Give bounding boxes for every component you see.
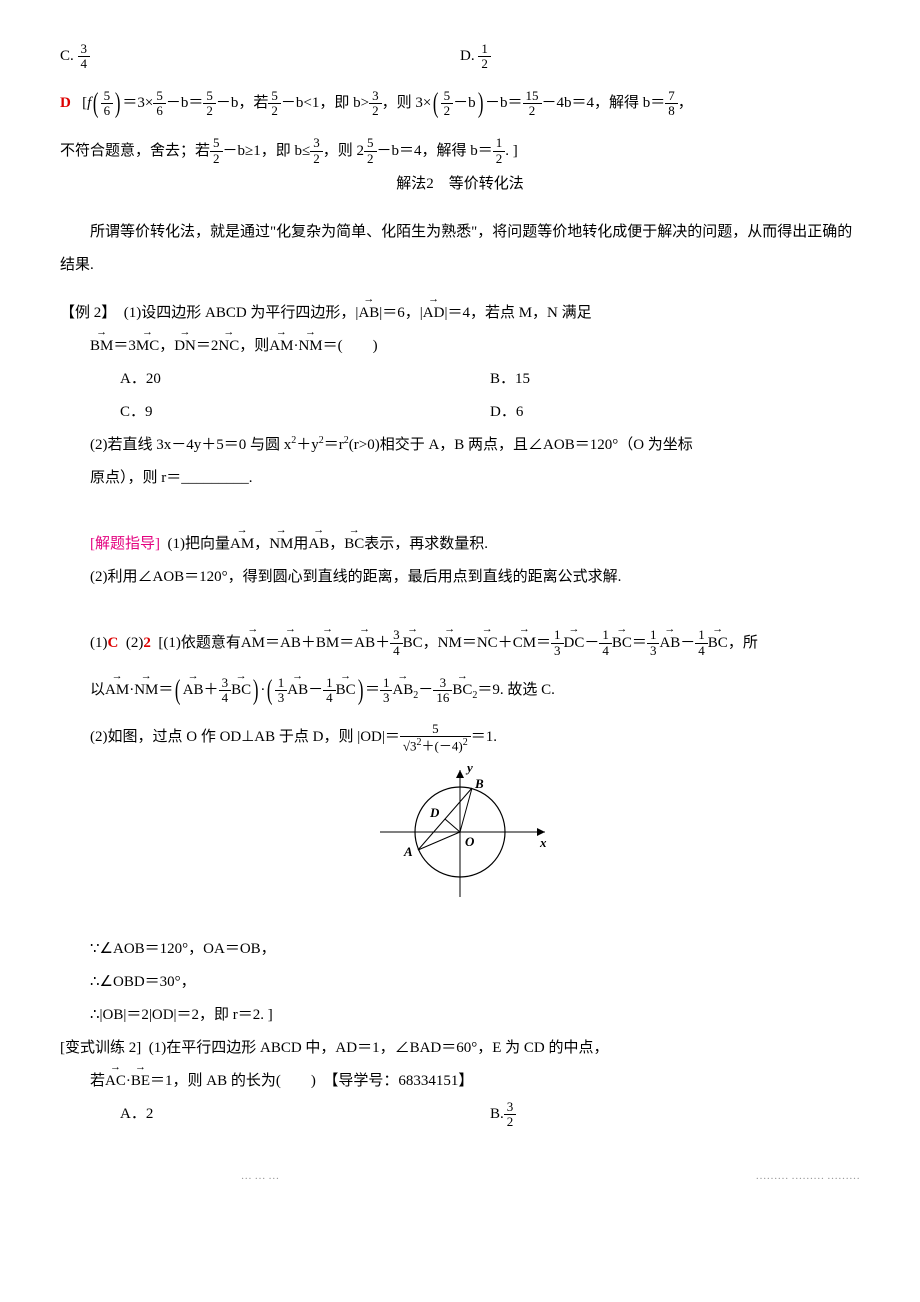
OD-line (445, 819, 460, 832)
option-d: D. 12 (460, 40, 860, 73)
options-cd: C. 34 D. 12 (60, 40, 860, 73)
so-line1: ∴∠OBD＝30°， (60, 966, 860, 999)
vec-DN: DN (174, 330, 196, 363)
var2-opt-a: A．2 (120, 1098, 490, 1131)
ex2-opts-cd: C．9 D．6 (60, 396, 860, 429)
guide-number: 【导学号：68334151】 (323, 1073, 473, 1089)
method2-title: 解法2 等价转化法 (60, 168, 860, 201)
label-B: B (474, 776, 484, 791)
ex2-opt-b: B．15 (490, 363, 860, 396)
opt-c-prefix: C. (60, 48, 74, 64)
intro-paragraph: 所谓等价转化法，就是通过"化复杂为简单、化陌生为熟悉"，将问题等价地转化成便于解… (60, 216, 860, 282)
ans1: C (108, 635, 119, 651)
label-y: y (465, 762, 473, 775)
because-line: ∵∠AOB＝120°，OA＝OB， (60, 933, 860, 966)
ans2: 2 (143, 635, 151, 651)
ex2-opt-d: D．6 (490, 396, 860, 429)
opt-c-frac: 34 (78, 42, 91, 72)
y-arrow (456, 770, 464, 778)
example2-q2-line1: (2)若直线 3x－4y＋5＝0 与圆 x2＋y2＝r2(r>0)相交于 A，B… (60, 429, 860, 462)
vec-BM: BM (90, 330, 113, 363)
vec-AM: AM (269, 330, 293, 363)
vec-NC: NC (218, 330, 239, 363)
answer-p2: (2)如图，过点 O 作 OD⊥AB 于点 D，则 |OD|＝5√32＋(－4)… (60, 721, 860, 754)
OA-line (418, 832, 460, 850)
ex2-opts-ab: A．20 B．15 (60, 363, 860, 396)
label-D: D (429, 805, 440, 820)
var2-opt-b: B.32 (490, 1098, 860, 1131)
so-line2: ∴|OB|＝2|OD|＝2，即 r＝2. ] (60, 999, 860, 1032)
circle-figure: y x O A B D (60, 762, 860, 925)
variant2-line1: [变式训练 2] (1)在平行四边形 ABCD 中，AD＝1，∠BAD＝60°，… (60, 1032, 860, 1065)
var2-label: [变式训练 2] (60, 1040, 141, 1056)
vec-AB: AB (358, 297, 379, 330)
var2-opts-ab: A．2 B.32 (60, 1098, 860, 1131)
ex2-label: 【例 2】 (60, 305, 116, 321)
label-A: A (403, 844, 413, 859)
vec-AC: AC (105, 1065, 126, 1098)
option-c: C. 34 (60, 40, 460, 73)
label-O: O (465, 834, 475, 849)
vec-MC: MC (136, 330, 159, 363)
hint-line2: (2)利用∠AOB＝120°，得到圆心到直线的距离，最后用点到直线的距离公式求解… (60, 561, 860, 594)
hint-label: [解题指导] (90, 536, 160, 552)
figure-svg: y x O A B D (360, 762, 560, 912)
answer-line2: 以AM·NM＝(AB＋34BC)·(13AB－14BC)＝13AB2－316BC… (60, 660, 860, 722)
opt-d-frac: 12 (478, 42, 491, 72)
solution-d-line2: 不符合题意，舍去；若52－b≥1，即 b≤32，则 252－b＝4，解得 b＝1… (60, 135, 860, 168)
vec-BE: BE (131, 1065, 150, 1098)
vec-AD: AD (423, 297, 445, 330)
ex2-opt-a: A．20 (120, 363, 490, 396)
example2-q1-line2: BM＝3MC，DN＝2NC，则AM·NM＝( ) (60, 330, 860, 363)
label-x: x (539, 835, 547, 850)
ex2-opt-c: C．9 (120, 396, 490, 429)
opt-d-prefix: D. (460, 48, 475, 64)
answer-line1: (1)C (2)2 [(1)依题意有AM＝AB＋BM＝AB＋34BC，NM＝NC… (60, 627, 860, 660)
example2-q2-line2: 原点），则 r＝_________. (60, 462, 860, 495)
od-frac: 5√32＋(－4)2 (400, 722, 471, 754)
vec-NM: NM (298, 330, 322, 363)
footer-dots: … … … ……… ……… ……… (60, 1164, 860, 1188)
hint-line1: [解题指导] (1)把向量AM，NM用AB，BC表示，再求数量积. (60, 528, 860, 561)
variant2-line2: 若AC·BE＝1，则 AB 的长为( ) 【导学号：68334151】 (60, 1065, 860, 1098)
solution-d-line1: D [f(56)＝3×56－b＝52－b，若52－b<1，即 b>32，则 3×… (60, 73, 860, 135)
ans-letter-d: D (60, 95, 71, 111)
